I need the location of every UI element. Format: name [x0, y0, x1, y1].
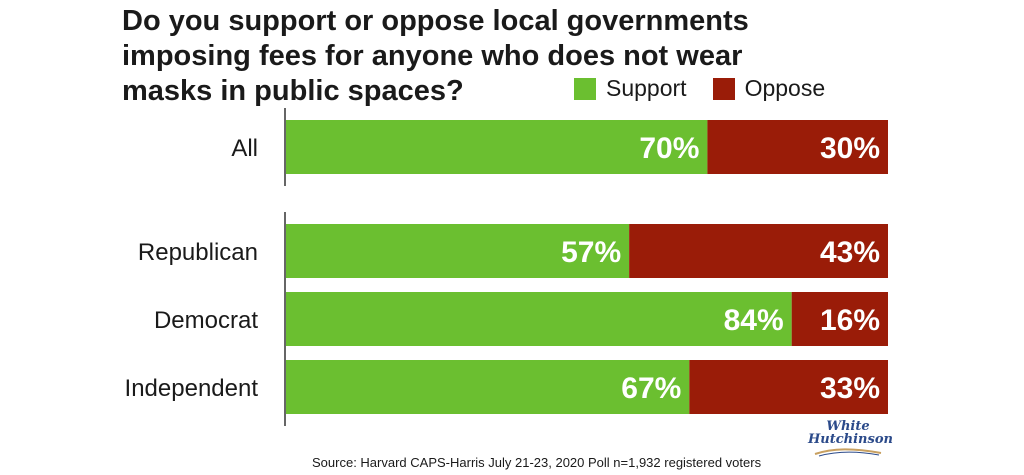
bar-support-democrat	[286, 292, 792, 346]
data-label-support-all: 70%	[639, 132, 699, 165]
data-label-support-democrat: 84%	[724, 304, 784, 337]
legend: Support Oppose	[574, 75, 851, 102]
data-label-oppose-republican: 43%	[820, 236, 880, 269]
legend-label-oppose: Oppose	[744, 75, 826, 101]
legend-item-oppose: Oppose	[712, 75, 826, 102]
category-label-republican: Republican	[138, 239, 258, 266]
legend-swatch-support	[574, 77, 596, 100]
logo-line-2: Hutchinson	[808, 432, 893, 447]
data-label-support-republican: 57%	[561, 236, 621, 269]
data-label-oppose-all: 30%	[820, 132, 880, 165]
category-label-democrat: Democrat	[154, 307, 258, 334]
category-label-independent: Independent	[125, 375, 259, 402]
category-label-all: All	[231, 135, 258, 162]
data-label-oppose-democrat: 16%	[820, 304, 880, 337]
source-note: Source: Harvard CAPS-Harris July 21-23, …	[312, 455, 762, 470]
legend-label-support: Support	[606, 75, 687, 101]
bar-oppose-independent	[689, 360, 888, 414]
bar-support-all	[286, 120, 708, 174]
data-label-oppose-independent: 33%	[820, 372, 880, 405]
bar-oppose-all	[707, 120, 888, 174]
chart-title: Do you support or oppose local governmen…	[122, 5, 749, 107]
bar-support-republican	[286, 224, 630, 278]
brand-logo: White Hutchinson	[808, 419, 893, 470]
bar-support-independent	[286, 360, 690, 414]
data-label-support-independent: 67%	[621, 372, 681, 405]
logo-line-1: White	[826, 419, 870, 434]
legend-item-support: Support	[574, 75, 687, 102]
legend-swatch-oppose	[712, 77, 735, 100]
bar-oppose-republican	[629, 224, 888, 278]
logo-swirl-icon	[814, 448, 882, 457]
bar-oppose-democrat	[791, 292, 888, 346]
